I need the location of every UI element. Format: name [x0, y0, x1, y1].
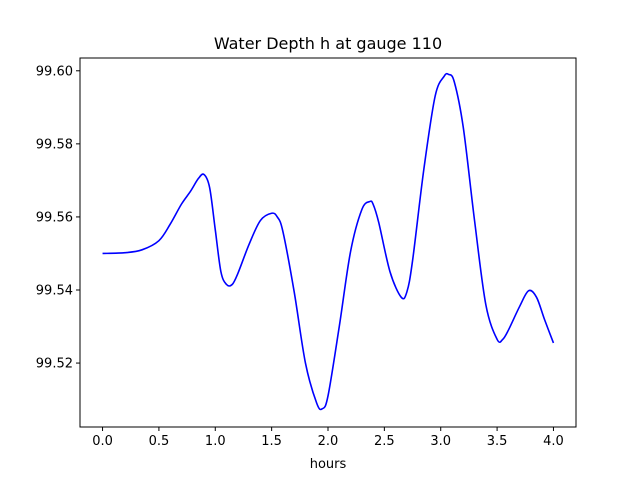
x-tick-label: 2.5: [374, 434, 395, 449]
y-tick-label: 99.56: [36, 210, 73, 225]
x-tick-label: 1.5: [261, 434, 282, 449]
y-tick-label: 99.52: [36, 357, 73, 372]
x-axis-label: hours: [310, 457, 347, 472]
x-axis: 0.0 0.5 1.0 1.5 2.0 2.5 3.0 3.5 4.0: [92, 427, 564, 449]
x-tick-label: 2.0: [318, 434, 339, 449]
x-tick-label: 4.0: [543, 434, 564, 449]
x-tick-label: 3.5: [487, 434, 508, 449]
x-tick-label: 0.5: [149, 434, 170, 449]
y-axis: 99.52 99.54 99.56 99.58 99.60: [36, 64, 80, 372]
x-tick-label: 0.0: [92, 434, 113, 449]
y-tick-label: 99.58: [36, 137, 73, 152]
series-line-0: [102, 72, 555, 411]
x-tick-label: 3.0: [430, 434, 451, 449]
x-tick-label: 1.0: [205, 434, 226, 449]
series-group: [102, 72, 555, 411]
y-tick-label: 99.60: [36, 64, 73, 79]
y-tick-label: 99.54: [36, 283, 73, 298]
chart-title: Water Depth h at gauge 110: [214, 34, 442, 53]
